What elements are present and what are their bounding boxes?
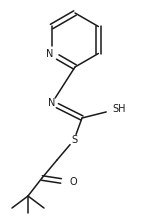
- Text: O: O: [69, 177, 77, 187]
- Text: N: N: [46, 48, 53, 58]
- Text: S: S: [71, 135, 77, 145]
- Text: N: N: [48, 98, 56, 108]
- Text: SH: SH: [112, 104, 126, 114]
